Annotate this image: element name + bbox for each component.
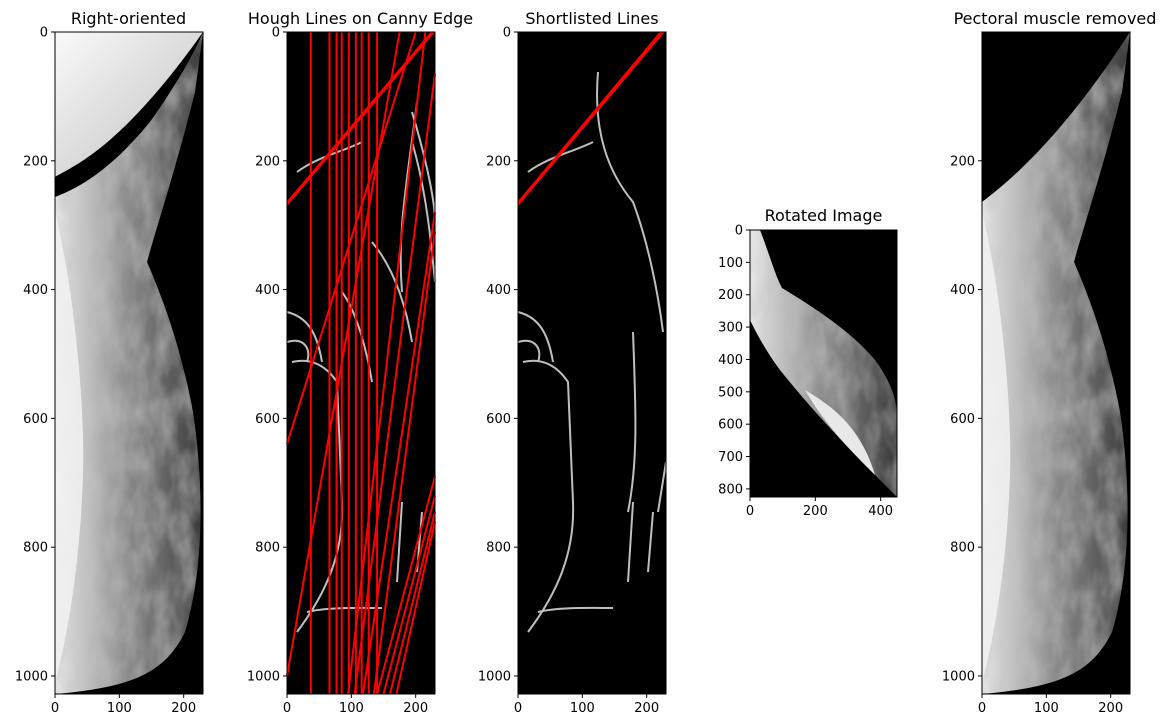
axes-frame bbox=[54, 31, 204, 695]
y-tick-label: 800 bbox=[950, 541, 975, 556]
x-tick-label: 100 bbox=[339, 701, 364, 716]
rotated-texture bbox=[750, 230, 897, 497]
panel-title: Pectoral muscle removed bbox=[954, 9, 1157, 28]
y-tick-label: 500 bbox=[718, 385, 743, 400]
left-edge-bright bbox=[982, 212, 1011, 682]
hough-slanted-line bbox=[372, 231, 436, 695]
x-tick-label: 200 bbox=[403, 701, 428, 716]
plot-area bbox=[286, 31, 436, 695]
pectoral-muscle bbox=[55, 32, 203, 177]
y-tick-label: 100 bbox=[718, 256, 743, 271]
panel-title: Rotated Image bbox=[765, 206, 883, 225]
left-edge-bright bbox=[55, 212, 84, 682]
x-tick-label: 100 bbox=[1034, 701, 1059, 716]
x-tick-label: 200 bbox=[803, 504, 828, 519]
y-tick-label: 800 bbox=[23, 541, 48, 556]
y-tick-label: 400 bbox=[950, 283, 975, 298]
hough-slanted-line bbox=[517, 31, 665, 206]
red-lines bbox=[286, 31, 436, 695]
y-tick-label: 800 bbox=[255, 541, 280, 556]
y-tick-label: 0 bbox=[735, 224, 743, 239]
plot-area bbox=[517, 31, 667, 695]
hough-slanted-line bbox=[286, 31, 435, 206]
hough-slanted-line bbox=[286, 31, 401, 677]
y-tick-label: 200 bbox=[718, 288, 743, 303]
rotated-bright-region bbox=[805, 390, 875, 475]
y-tick-label: 600 bbox=[23, 412, 48, 427]
x-tick-label: 0 bbox=[978, 701, 986, 716]
y-tick-label: 0 bbox=[40, 26, 48, 41]
hough-slanted-line bbox=[395, 521, 436, 695]
y-tick-label: 200 bbox=[23, 154, 48, 169]
panel-shortlisted-lines: Shortlisted Lines bbox=[517, 9, 667, 695]
axes-frame bbox=[749, 229, 898, 498]
y-tick-label: 0 bbox=[272, 26, 280, 41]
panel-pectoral-removed: Pectoral muscle removed bbox=[954, 9, 1157, 695]
panel-rotated-image: Rotated Image bbox=[749, 206, 898, 498]
hough-slanted-line bbox=[353, 73, 436, 695]
y-tick-label: 200 bbox=[950, 154, 975, 169]
axes-frame bbox=[981, 31, 1131, 695]
y-tick-label: 400 bbox=[718, 353, 743, 368]
x-tick-label: 200 bbox=[634, 701, 659, 716]
hough-slanted-line bbox=[376, 476, 436, 695]
panel-title: Hough Lines on Canny Edge bbox=[248, 9, 473, 28]
x-tick-label: 200 bbox=[1098, 701, 1123, 716]
y-tick-label: 200 bbox=[255, 154, 280, 169]
y-tick-label: 1000 bbox=[15, 669, 48, 684]
panel-right-oriented: Right-oriented bbox=[54, 9, 204, 695]
y-tick-label: 700 bbox=[718, 450, 743, 465]
hough-slanted-line bbox=[361, 212, 436, 695]
image-background bbox=[518, 32, 666, 694]
axes-frame bbox=[286, 31, 436, 695]
x-tick-label: 100 bbox=[570, 701, 595, 716]
plot-area bbox=[749, 229, 898, 498]
breast-texture bbox=[982, 32, 1130, 694]
x-tick-label: 200 bbox=[171, 701, 196, 716]
x-tick-label: 0 bbox=[514, 701, 522, 716]
y-tick-label: 1000 bbox=[478, 669, 511, 684]
y-tick-label: 1000 bbox=[247, 669, 280, 684]
y-tick-label: 600 bbox=[950, 412, 975, 427]
x-tick-label: 0 bbox=[746, 504, 754, 519]
hough-slanted-line bbox=[382, 495, 436, 695]
y-tick-label: 400 bbox=[255, 283, 280, 298]
y-tick-label: 0 bbox=[503, 26, 511, 41]
red-lines bbox=[517, 31, 665, 206]
panel-hough-lines: Hough Lines on Canny Edge bbox=[248, 9, 473, 695]
y-tick-label: 400 bbox=[23, 283, 48, 298]
hough-slanted-line bbox=[286, 31, 417, 445]
x-tick-label: 0 bbox=[283, 701, 291, 716]
hough-slanted-line bbox=[517, 31, 662, 204]
y-tick-label: 300 bbox=[718, 321, 743, 336]
y-tick-label: 400 bbox=[486, 283, 511, 298]
hough-slanted-line bbox=[347, 31, 427, 695]
y-tick-label: 200 bbox=[486, 154, 511, 169]
y-tick-label: 800 bbox=[486, 541, 511, 556]
x-tick-label: 100 bbox=[107, 701, 132, 716]
y-tick-label: 1000 bbox=[942, 669, 975, 684]
x-tick-label: 400 bbox=[868, 504, 893, 519]
plot-area bbox=[54, 31, 204, 695]
x-tick-label: 0 bbox=[51, 701, 59, 716]
plot-area bbox=[981, 31, 1131, 695]
hough-slanted-line bbox=[388, 511, 436, 695]
breast-texture bbox=[55, 32, 203, 694]
y-tick-label: 600 bbox=[486, 412, 511, 427]
panel-title: Right-oriented bbox=[71, 9, 186, 28]
y-tick-label: 600 bbox=[718, 418, 743, 433]
y-tick-label: 600 bbox=[255, 412, 280, 427]
axes-frame bbox=[517, 31, 667, 695]
panel-title: Shortlisted Lines bbox=[525, 9, 658, 28]
y-tick-label: 800 bbox=[718, 482, 743, 497]
